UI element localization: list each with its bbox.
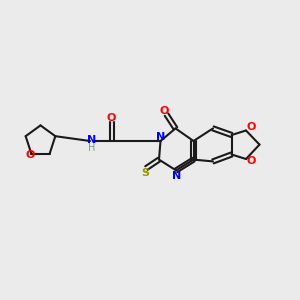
Text: N: N <box>87 135 96 145</box>
Text: N: N <box>156 131 165 142</box>
Text: N: N <box>172 171 182 181</box>
Text: H: H <box>88 142 95 153</box>
Text: O: O <box>247 122 256 133</box>
Text: S: S <box>141 167 149 178</box>
Text: O: O <box>107 112 116 123</box>
Text: O: O <box>26 150 35 160</box>
Text: O: O <box>247 156 256 167</box>
Text: O: O <box>159 106 169 116</box>
